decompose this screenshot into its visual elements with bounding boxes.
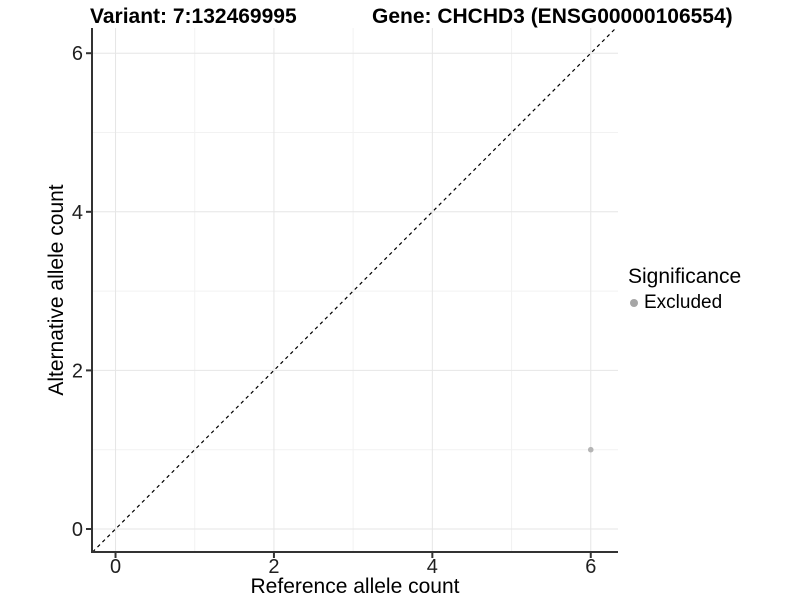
y-tick-label: 4 [72, 202, 83, 224]
x-tick-label: 4 [427, 556, 438, 578]
x-tick-label: 0 [110, 556, 121, 578]
legend-item-label: Excluded [644, 292, 723, 313]
data-point [587, 446, 594, 453]
identity-dashed-line [92, 27, 617, 553]
legend: Significance Excluded [628, 265, 741, 314]
legend-item-excluded: Excluded [630, 292, 741, 314]
x-axis-title: Reference allele count [250, 575, 460, 598]
excluded-point-icon [630, 299, 638, 307]
y-axis-title: Alternative allele count [45, 184, 68, 396]
gene-title: Gene: CHCHD3 (ENSG00000106554) [372, 5, 733, 28]
x-tick-label: 6 [585, 556, 596, 578]
y-tick-label: 6 [72, 43, 83, 65]
y-tick-label: 2 [72, 360, 83, 382]
y-tick-label: 0 [72, 519, 83, 541]
legend-title: Significance [628, 265, 742, 288]
x-tick-label: 2 [268, 556, 279, 578]
variant-title: Variant: 7:132469995 [90, 5, 297, 28]
